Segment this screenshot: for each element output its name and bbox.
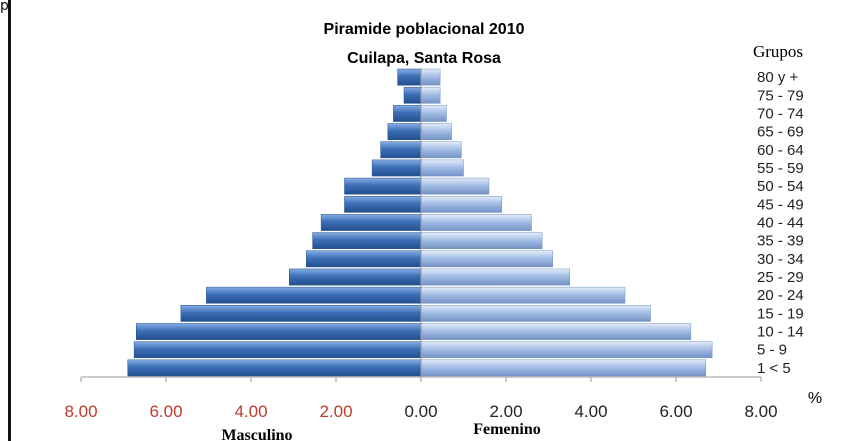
age-group-label: 55 - 59 — [757, 160, 804, 177]
female-bar — [420, 286, 626, 304]
female-bar — [420, 86, 441, 104]
age-group-label: 60 - 64 — [757, 142, 804, 159]
male-bar — [136, 323, 422, 340]
male-bar — [289, 268, 422, 286]
male-bar — [403, 86, 422, 104]
female-bar — [420, 105, 447, 122]
bars-group — [127, 68, 713, 377]
x-tick-label: 0.00 — [404, 402, 437, 421]
male-bar — [380, 141, 422, 159]
male-bar — [206, 286, 422, 304]
male-bar — [312, 232, 422, 250]
age-group-label: 45 - 49 — [757, 196, 804, 213]
female-bar — [420, 323, 692, 340]
female-bar — [420, 250, 553, 268]
male-bar — [371, 159, 422, 177]
male-bar — [344, 195, 422, 213]
age-group-label: 25 - 29 — [757, 269, 804, 286]
male-bar — [393, 105, 422, 122]
left-border-line — [8, 0, 11, 441]
x-tick-label: 2.00 — [319, 402, 352, 421]
female-bar — [420, 232, 543, 250]
legend-title: Grupos — [753, 42, 803, 61]
female-bar — [420, 359, 706, 377]
age-group-label: 75 - 79 — [757, 87, 804, 104]
female-bar — [420, 159, 464, 177]
tick-labels-group: 8.00 6.00 4.00 2.00 0.00 2.00 4.00 6.00 8.00 — [64, 402, 777, 421]
female-bar — [420, 177, 490, 195]
female-axis-label: Femenino — [473, 421, 541, 438]
age-group-label: 1 < 5 — [757, 360, 791, 377]
age-group-label: 65 - 69 — [757, 124, 804, 141]
female-bar — [420, 268, 570, 286]
male-axis-label: Masculino — [221, 427, 292, 441]
male-bar — [387, 123, 422, 140]
female-bar — [420, 341, 713, 359]
female-bar — [420, 195, 502, 213]
age-group-label: 35 - 39 — [757, 233, 804, 250]
female-bar — [420, 123, 452, 140]
age-group-label: 5 - 9 — [757, 342, 787, 359]
age-group-label: 70 - 74 — [757, 105, 804, 122]
chart-title: Piramide poblacional 2010 — [324, 21, 525, 38]
corner-glyph: p — [0, 0, 9, 14]
male-bar — [344, 177, 422, 195]
age-group-label: 20 - 24 — [757, 287, 804, 304]
chart-subtitle: Cuilapa, Santa Rosa — [347, 50, 501, 67]
x-tick-label: 8.00 — [744, 402, 777, 421]
age-group-label: 15 - 19 — [757, 305, 804, 322]
age-group-label: 10 - 14 — [757, 324, 804, 341]
male-bar — [306, 250, 422, 268]
x-tick-label: 8.00 — [64, 402, 97, 421]
age-group-label: 30 - 34 — [757, 251, 804, 268]
age-group-label: 40 - 44 — [757, 215, 804, 232]
x-tick-label: 2.00 — [489, 402, 522, 421]
male-bar — [127, 359, 422, 377]
x-tick-label: 4.00 — [234, 402, 267, 421]
male-bar — [320, 214, 422, 231]
male-bar — [397, 68, 422, 86]
x-tick-label: 4.00 — [574, 402, 607, 421]
unit-label: % — [808, 390, 822, 407]
female-bar — [420, 305, 651, 322]
axes-group — [80, 68, 762, 382]
age-group-label: 50 - 54 — [757, 178, 804, 195]
female-bar — [420, 214, 532, 231]
female-bar — [420, 141, 462, 159]
age-group-label: 80 y + — [757, 69, 799, 86]
x-tick-label: 6.00 — [149, 402, 182, 421]
x-tick-label: 6.00 — [659, 402, 692, 421]
male-bar — [133, 341, 422, 359]
female-bar — [420, 68, 441, 86]
male-bar — [180, 305, 422, 322]
